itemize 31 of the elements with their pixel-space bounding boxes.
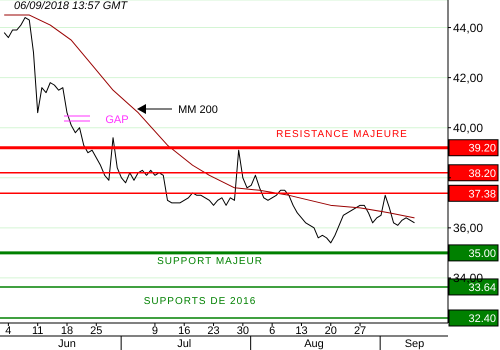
x2-tick-label: Jul — [177, 338, 192, 350]
x-tick-label: 18 — [60, 324, 74, 337]
x-tick-label: 9 — [152, 324, 158, 337]
x2-tick-label: Jun — [58, 338, 76, 350]
x-tick-label: 25 — [90, 324, 102, 337]
x-tick-label: 27 — [354, 324, 366, 337]
y-tick-label: 44,00 — [453, 20, 484, 35]
x-tick-label: 6 — [269, 324, 276, 337]
annotation: MM 200 — [178, 104, 218, 116]
annotation: SUPPORT MAJEUR — [157, 256, 263, 267]
ref-line-label: 38.20 — [468, 168, 496, 180]
x2-tick-label: Aug — [304, 338, 324, 350]
x-tick-label: 13 — [295, 324, 308, 337]
ref-line-label: 39.20 — [468, 142, 496, 155]
annotation: GAP — [105, 114, 129, 126]
x-tick-label: 4 — [5, 324, 12, 337]
x-tick-label: 23 — [207, 324, 220, 337]
x-tick-label: 20 — [324, 324, 337, 337]
y-tick-label: 40,00 — [453, 120, 484, 135]
annotation: SUPPORTS DE 2016 — [144, 296, 256, 307]
ref-line-label: 37.38 — [468, 188, 496, 200]
x-tick-label: 11 — [32, 324, 44, 337]
y-tick-label: 42,00 — [453, 70, 484, 85]
ref-line-label: 32.40 — [468, 312, 496, 325]
ref-line-label: 35.00 — [468, 248, 496, 260]
x-tick-label: 30 — [236, 324, 249, 337]
annotation: RESISTANCE MAJEURE — [276, 129, 408, 140]
x2-tick-label: Sep — [404, 338, 424, 350]
x-tick-label: 16 — [178, 324, 190, 337]
y-tick-label: 36,00 — [453, 221, 484, 236]
annotation: 06/09/2018 13:57 GMT — [14, 0, 128, 12]
